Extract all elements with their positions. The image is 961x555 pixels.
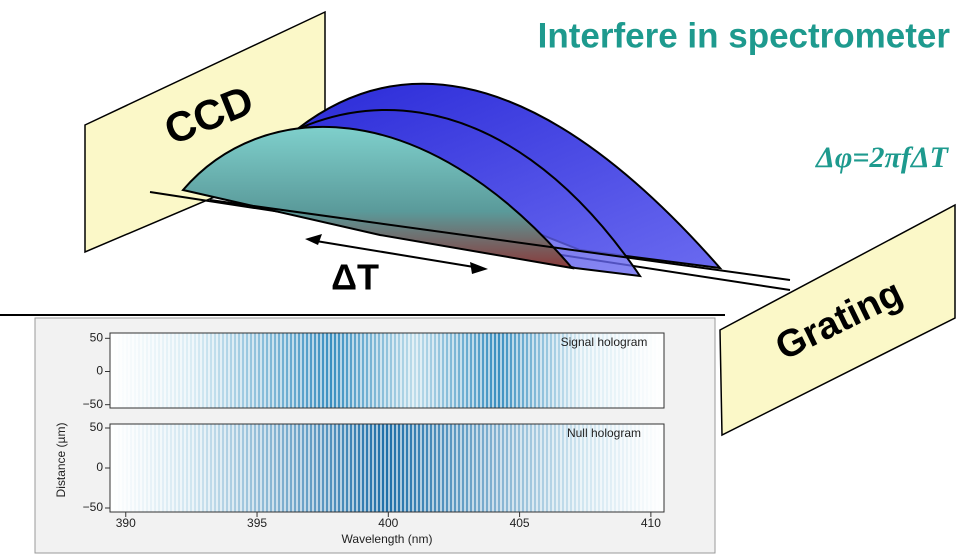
arrow-head [305, 234, 322, 245]
y-tick-label: 50 [90, 420, 104, 434]
x-tick-label: 405 [510, 516, 530, 530]
formula: Δφ=2πfΔT [815, 141, 950, 174]
x-tick-label: 395 [247, 516, 267, 530]
y-tick-label: −50 [83, 500, 104, 514]
y-tick-label: 0 [96, 364, 103, 378]
panel-label: Null hologram [567, 426, 641, 440]
delta-t-label: ΔT [331, 257, 379, 298]
title: Interfere in spectrometer [538, 16, 951, 55]
y-tick-label: 0 [96, 460, 103, 474]
y-axis-label: Distance (µm) [54, 423, 68, 498]
x-tick-label: 410 [641, 516, 661, 530]
x-tick-label: 400 [378, 516, 398, 530]
slide: Interfere in spectrometer Δφ=2πfΔT CCD Δ… [0, 0, 961, 555]
y-tick-label: 50 [90, 330, 104, 344]
x-axis-label: Wavelength (nm) [342, 532, 433, 546]
arrow-head [470, 262, 488, 274]
x-tick-label: 390 [116, 516, 136, 530]
panel-label: Signal hologram [561, 335, 648, 349]
y-tick-label: −50 [83, 397, 104, 411]
